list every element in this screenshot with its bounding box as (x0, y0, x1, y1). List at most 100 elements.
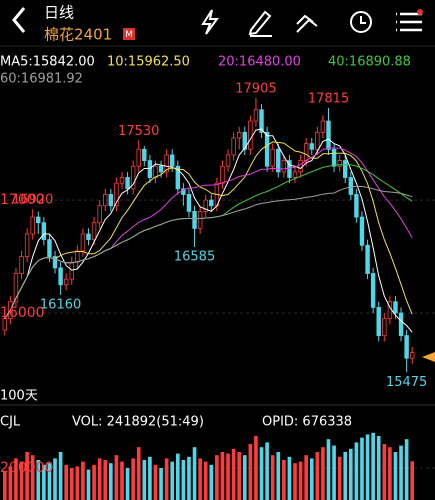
price-annotation: 17905 (235, 81, 276, 96)
candle-body (404, 335, 409, 359)
volume-bar (187, 456, 191, 500)
volume-bar (209, 464, 214, 500)
candle-body (209, 199, 214, 207)
volume-bar (136, 447, 141, 500)
badge: M (125, 30, 133, 40)
candle-body (197, 211, 203, 229)
candle-body (103, 194, 108, 207)
candle-body (19, 256, 24, 274)
volume-bar (332, 445, 336, 500)
volume-bar (203, 461, 208, 500)
candle-body (409, 352, 415, 359)
draw-icon[interactable] (248, 10, 272, 37)
volume-bar (153, 464, 158, 500)
symbol[interactable]: 棉花2401 (44, 26, 112, 44)
volume-bar (198, 458, 202, 500)
candle-body (47, 239, 52, 257)
candle-body (75, 250, 80, 263)
period-title: 日线 (44, 4, 74, 22)
candle-body (114, 182, 119, 207)
volume-bar (8, 466, 13, 500)
volume-bar (148, 456, 152, 500)
candle-body (231, 137, 236, 156)
volume-bar (254, 436, 258, 500)
candle-body (175, 165, 181, 190)
volume-bar (326, 439, 331, 500)
vol-tick-label: 200000 (0, 460, 53, 476)
candle-body (80, 233, 86, 252)
volume-bar (248, 444, 253, 500)
volume-bar (304, 455, 308, 500)
menu-icon[interactable] (396, 12, 422, 32)
volume-bar (142, 460, 147, 500)
candle-body (337, 160, 342, 167)
volume-bar (349, 448, 353, 500)
candle-body (298, 160, 303, 173)
candle-body (242, 131, 247, 150)
candle-body (69, 261, 74, 280)
volume-bar (42, 464, 46, 500)
candle-body (259, 109, 264, 133)
volume-bar (164, 458, 169, 500)
candle-body (142, 148, 147, 161)
volume-bar (298, 461, 303, 500)
volume-bar (282, 460, 286, 500)
indicator-icon[interactable] (296, 14, 318, 33)
candle-body (276, 148, 281, 173)
volume-bar (276, 452, 281, 500)
volume-bar (404, 439, 409, 500)
candle-body (186, 194, 192, 212)
candle-body (158, 165, 164, 173)
volume-bar (86, 469, 91, 500)
candle-body (125, 177, 130, 190)
candle-body (86, 233, 91, 241)
volume-bar (393, 452, 398, 500)
candle-body (192, 211, 197, 229)
clock-hands (360, 16, 366, 24)
volume-bar (58, 452, 63, 500)
candle-body (281, 160, 287, 173)
volume-bar (354, 442, 359, 500)
candle-body (91, 222, 97, 241)
volume-bar (114, 455, 119, 500)
candle-body (326, 120, 331, 150)
candle-body (153, 165, 158, 178)
candle-body (287, 160, 292, 178)
candle-body (382, 318, 387, 337)
volume-text: VOL: 241892(51:49) (72, 415, 204, 430)
ma-line (4, 185, 413, 319)
menu-dot (417, 9, 423, 15)
candle-body (30, 216, 35, 235)
volume-bar (237, 452, 242, 500)
volume-bar (30, 455, 35, 500)
clock-icon[interactable] (350, 11, 372, 33)
flash-icon[interactable] (201, 9, 219, 35)
candle-body (376, 306, 381, 337)
candle-body (320, 120, 326, 133)
volume-bar (270, 455, 275, 500)
volume-bar (131, 458, 135, 500)
volume-bar (309, 458, 314, 500)
corner-label: 100天 (0, 389, 38, 404)
price-annotation: 16920 (12, 193, 53, 208)
opid-text: OPID: 676338 (262, 415, 352, 430)
ma-label: 20:16480.00 (218, 55, 301, 70)
candle-body (253, 109, 259, 122)
candle-body (370, 273, 376, 308)
candle-body (24, 233, 30, 257)
candle-body (248, 120, 253, 150)
candle-body (147, 160, 153, 178)
candle-body (130, 165, 136, 190)
volume-bar (64, 464, 68, 500)
badge-bg (123, 28, 135, 40)
volume-bar (321, 447, 325, 500)
volume-bar (371, 432, 375, 500)
volume-bar (159, 468, 163, 500)
volume-bar (109, 463, 113, 500)
volume-bar (14, 458, 18, 500)
candle-body (398, 312, 404, 337)
back-button[interactable] (12, 7, 26, 33)
volume-bar (360, 437, 364, 500)
volume-bar (315, 452, 320, 500)
candle-body (203, 199, 208, 212)
